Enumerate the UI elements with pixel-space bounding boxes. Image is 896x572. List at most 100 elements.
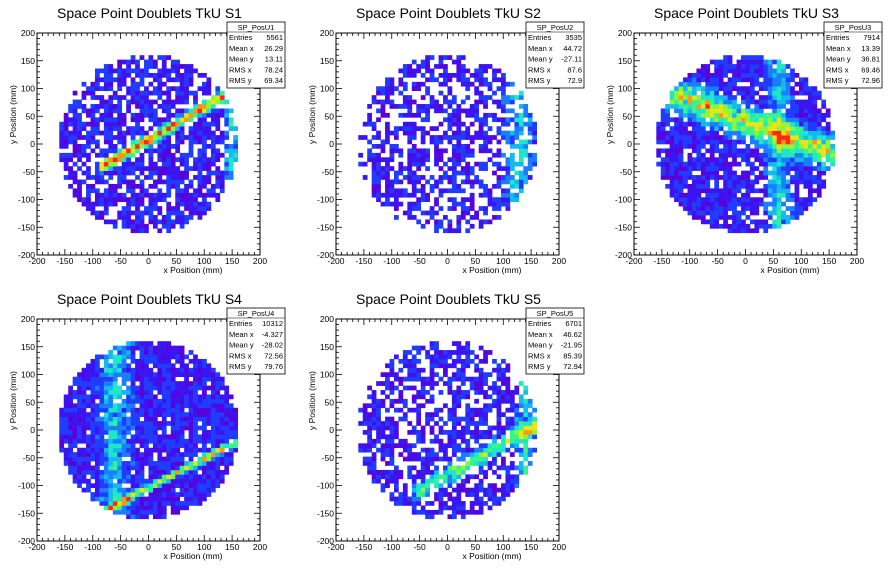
- heatmap-cell: [683, 175, 688, 180]
- heatmap-cell: [215, 412, 221, 417]
- heatmap-cell: [776, 99, 782, 105]
- heatmap-cell: [749, 148, 755, 154]
- heatmap-cell: [215, 407, 221, 413]
- heatmap-cell: [170, 170, 176, 176]
- heatmap-cell: [233, 438, 238, 444]
- heatmap-cell: [660, 135, 666, 140]
- heatmap-cell: [152, 170, 158, 176]
- heatmap-cell: [161, 99, 167, 105]
- heatmap-cell: [505, 108, 511, 114]
- heatmap-cell: [456, 188, 462, 194]
- heatmap-cell: [812, 95, 818, 100]
- heatmap-cell: [812, 130, 818, 136]
- heatmap-cell: [117, 170, 123, 176]
- heatmap-cell: [228, 461, 234, 466]
- heatmap-cell: [184, 394, 189, 400]
- heatmap-cell: [714, 68, 720, 74]
- heatmap-cell: [139, 501, 145, 506]
- heatmap-cell: [179, 139, 185, 145]
- heatmap-cell: [492, 206, 497, 211]
- heatmap-cell: [469, 206, 475, 211]
- heatmap-cell: [812, 90, 818, 96]
- heatmap-cell: [674, 144, 679, 149]
- heatmap-cell: [736, 64, 742, 69]
- heatmap-cell: [215, 117, 221, 123]
- heatmap-cell: [193, 487, 198, 493]
- heatmap-cell: [130, 112, 136, 118]
- heatmap-cell: [68, 443, 73, 449]
- heatmap-cell: [718, 166, 724, 171]
- heatmap-cell: [465, 112, 471, 118]
- heatmap-cell: [126, 403, 131, 409]
- heatmap-cell: [785, 144, 791, 149]
- heatmap-cell: [202, 117, 207, 123]
- heatmap-cell: [456, 130, 462, 136]
- heatmap-cell: [754, 152, 760, 158]
- heatmap-cell: [117, 478, 123, 484]
- heatmap-cell: [170, 421, 176, 426]
- heatmap-cell: [184, 175, 189, 180]
- heatmap-cell: [108, 108, 114, 114]
- heatmap-cell: [210, 483, 216, 489]
- heatmap-cell: [483, 99, 488, 105]
- heatmap-cell: [117, 354, 123, 360]
- heatmap-cell: [691, 148, 697, 154]
- heatmap-cell: [758, 59, 764, 65]
- heatmap-cell: [59, 126, 65, 131]
- heatmap-cell: [402, 210, 408, 216]
- heatmap-cell: [799, 104, 804, 109]
- heatmap-cell: [776, 197, 782, 203]
- y-tick-label: 100: [320, 84, 334, 94]
- heatmap-cell: [389, 443, 395, 449]
- heatmap-cell: [696, 152, 702, 158]
- heatmap-cell: [741, 179, 746, 185]
- heatmap-cell: [112, 403, 118, 409]
- heatmap-cell: [785, 121, 791, 127]
- heatmap-cell: [210, 461, 216, 466]
- heatmap-cell: [705, 166, 711, 171]
- heatmap-cell: [460, 206, 466, 211]
- heatmap-cell: [121, 197, 127, 203]
- heatmap-cell: [790, 161, 795, 167]
- heatmap-cell: [112, 438, 118, 444]
- heatmap-cell: [233, 407, 238, 413]
- heatmap-cell: [215, 398, 221, 404]
- heatmap-cell: [112, 90, 118, 96]
- heatmap-cell: [157, 434, 163, 440]
- heatmap-cell: [179, 197, 185, 203]
- heatmap-cell: [175, 77, 181, 83]
- heatmap-cell: [758, 104, 764, 109]
- heatmap-cell: [99, 407, 105, 413]
- heatmap-cell: [103, 412, 109, 417]
- heatmap-cell: [469, 170, 475, 176]
- heatmap-cell: [103, 465, 109, 471]
- heatmap-cell: [812, 139, 818, 145]
- heatmap-cell: [443, 55, 448, 60]
- heatmap-cell: [371, 99, 377, 105]
- heatmap-cell: [714, 112, 720, 118]
- heatmap-cell: [696, 95, 702, 100]
- heatmap-cell: [380, 434, 386, 440]
- heatmap-cell: [807, 183, 813, 189]
- heatmap-cell: [794, 117, 800, 123]
- heatmap-cell: [398, 398, 404, 404]
- heatmap-cell: [117, 456, 123, 462]
- heatmap-cell: [68, 421, 73, 426]
- heatmap-cell: [683, 201, 688, 207]
- heatmap-cell: [727, 228, 733, 234]
- heatmap-cell: [758, 175, 764, 180]
- heatmap-cell: [691, 183, 697, 189]
- heatmap-cell: [723, 121, 728, 127]
- heatmap-cell: [683, 179, 688, 185]
- heatmap-cell: [193, 501, 198, 506]
- heatmap-cell: [483, 104, 488, 109]
- heatmap-cell: [763, 228, 769, 234]
- heatmap-cell: [72, 425, 78, 431]
- heatmap-cell: [59, 443, 65, 449]
- heatmap-cell: [429, 188, 435, 194]
- heatmap-cell: [233, 148, 238, 154]
- heatmap-cell: [166, 192, 172, 198]
- heatmap-cell: [754, 139, 760, 145]
- heatmap-cell: [135, 367, 140, 373]
- heatmap-cell: [754, 148, 760, 154]
